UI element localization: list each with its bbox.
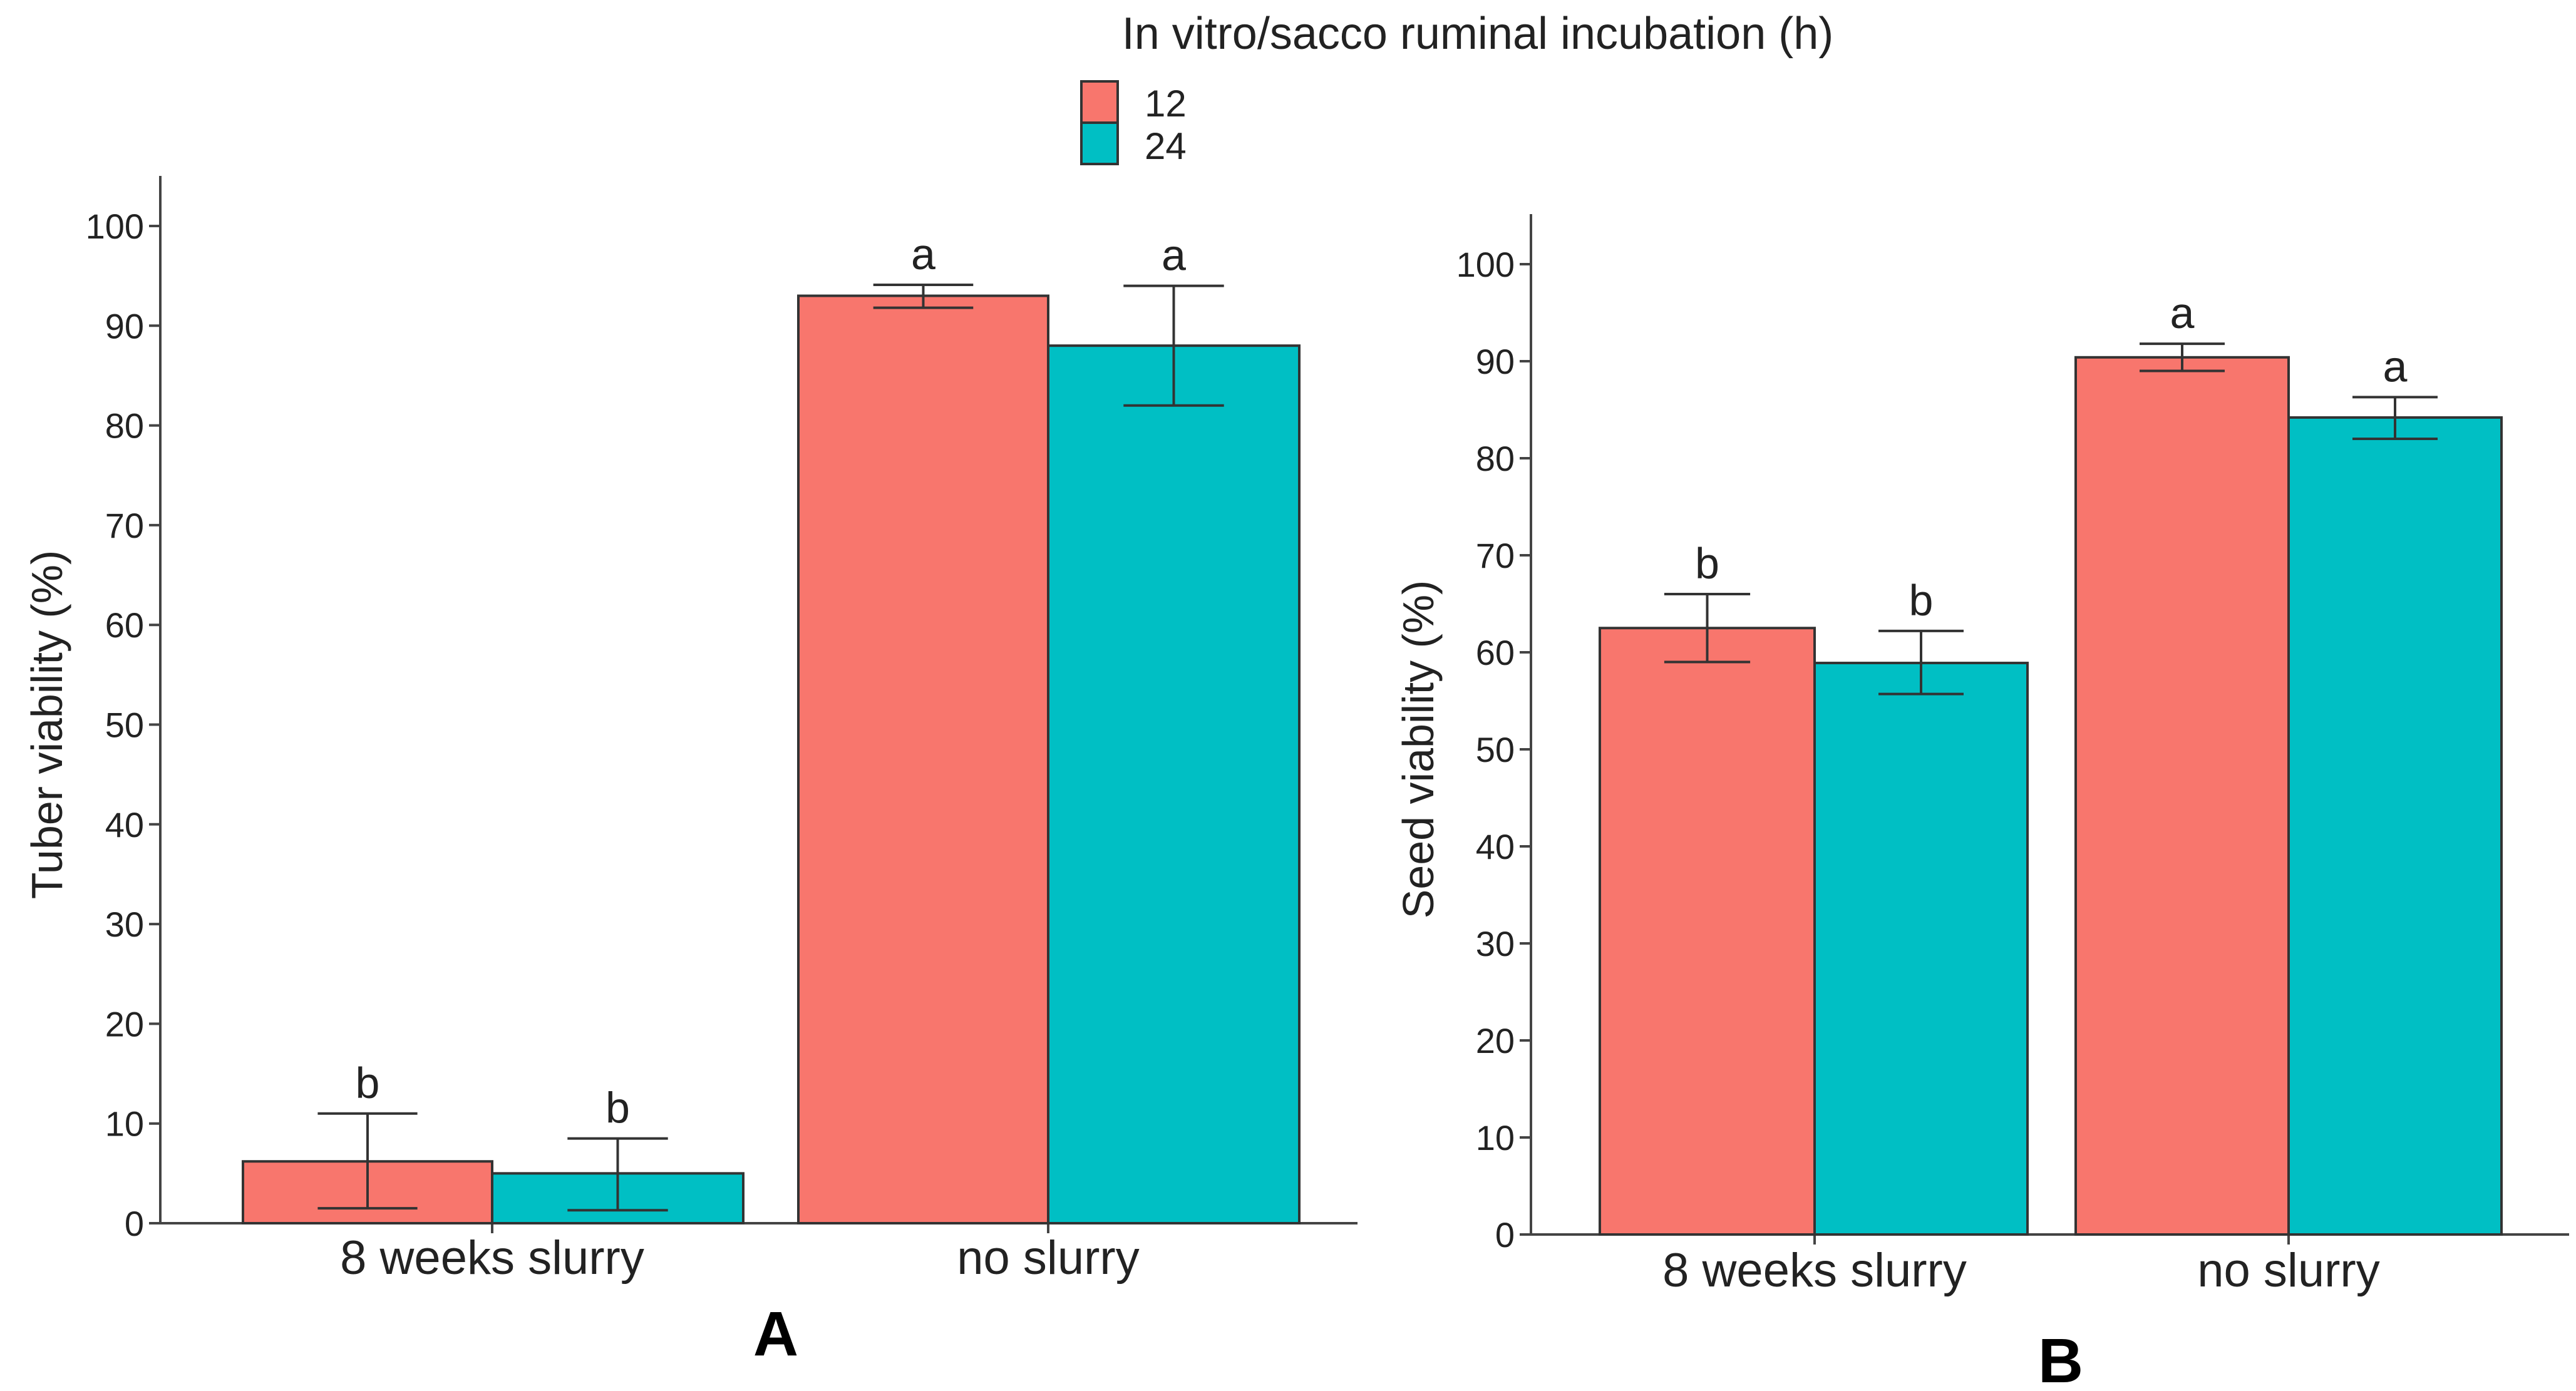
- legend: In vitro/sacco ruminal incubation (h) 12…: [1080, 9, 1834, 167]
- x-category-label: 8 weeks slurry: [340, 1231, 644, 1285]
- y-tick-label: 50: [1476, 730, 1515, 769]
- y-tick-label: 100: [86, 207, 144, 246]
- y-tick-label: 70: [105, 506, 144, 545]
- y-tick-label: 70: [1476, 536, 1515, 575]
- panel-b-chart: 0 10 20 30 40 50 60 70 80 90 100 Seed viability (%)…: [1394, 214, 2569, 1297]
- y-tick-label: 30: [1476, 924, 1515, 963]
- bar-24h-1: [1047, 344, 1301, 1224]
- panel-label-b: B: [2038, 1326, 2083, 1391]
- significance-letter: a: [1162, 231, 1186, 280]
- y-tick-label: 10: [1476, 1118, 1515, 1157]
- significance-letter: a: [2170, 289, 2195, 337]
- y-tick-label: 80: [105, 406, 144, 446]
- bar-24h-1: [2287, 416, 2503, 1236]
- bar-12h-0: [1599, 627, 1816, 1236]
- y-tick-label: 10: [105, 1104, 144, 1144]
- x-category-label: no slurry: [957, 1231, 1139, 1285]
- y-axis-title: Seed viability (%): [1394, 580, 1443, 919]
- legend-label-12: 12: [1145, 83, 1187, 125]
- y-tick-label: 60: [105, 605, 144, 645]
- y-tick-label: 100: [1456, 245, 1515, 284]
- y-tick-label: 20: [1476, 1021, 1515, 1060]
- panel-label-a: A: [753, 1299, 798, 1369]
- y-tick-label: 30: [105, 905, 144, 944]
- x-category-label: no slurry: [2197, 1244, 2379, 1297]
- y-tick-label: 50: [105, 706, 144, 745]
- significance-letter: b: [356, 1059, 380, 1107]
- significance-letter: b: [605, 1084, 630, 1132]
- panel-a-chart: 0 10 20 30 40 50 60 70 80 90 100 Tuber viability (%…: [23, 176, 1358, 1285]
- y-tick-label: 90: [105, 306, 144, 346]
- y-axis-title: Tuber viability (%): [23, 550, 71, 900]
- significance-letter: a: [2383, 342, 2408, 391]
- significance-letter: b: [1695, 539, 1719, 588]
- y-tick-label: 20: [105, 1004, 144, 1044]
- significance-letter: b: [1909, 576, 1934, 625]
- y-tick-label: 80: [1476, 439, 1515, 478]
- x-category-label: 8 weeks slurry: [1662, 1244, 1967, 1297]
- legend-title: In vitro/sacco ruminal incubation (h): [1122, 9, 1834, 59]
- legend-swatch-12: [1080, 80, 1119, 124]
- legend-label-24: 24: [1145, 125, 1187, 167]
- bar-24h-0: [1813, 662, 2029, 1236]
- y-tick-label: 90: [1476, 342, 1515, 381]
- bar-12h-1: [797, 294, 1049, 1224]
- y-tick-label: 40: [105, 805, 144, 844]
- legend-swatch-24: [1080, 121, 1119, 165]
- significance-letter: a: [911, 230, 935, 279]
- y-tick-label: 60: [1476, 633, 1515, 672]
- y-tick-label: 40: [1476, 827, 1515, 866]
- y-tick-label: 0: [1495, 1215, 1515, 1255]
- y-tick-label: 0: [125, 1204, 144, 1243]
- bar-12h-1: [2074, 356, 2290, 1236]
